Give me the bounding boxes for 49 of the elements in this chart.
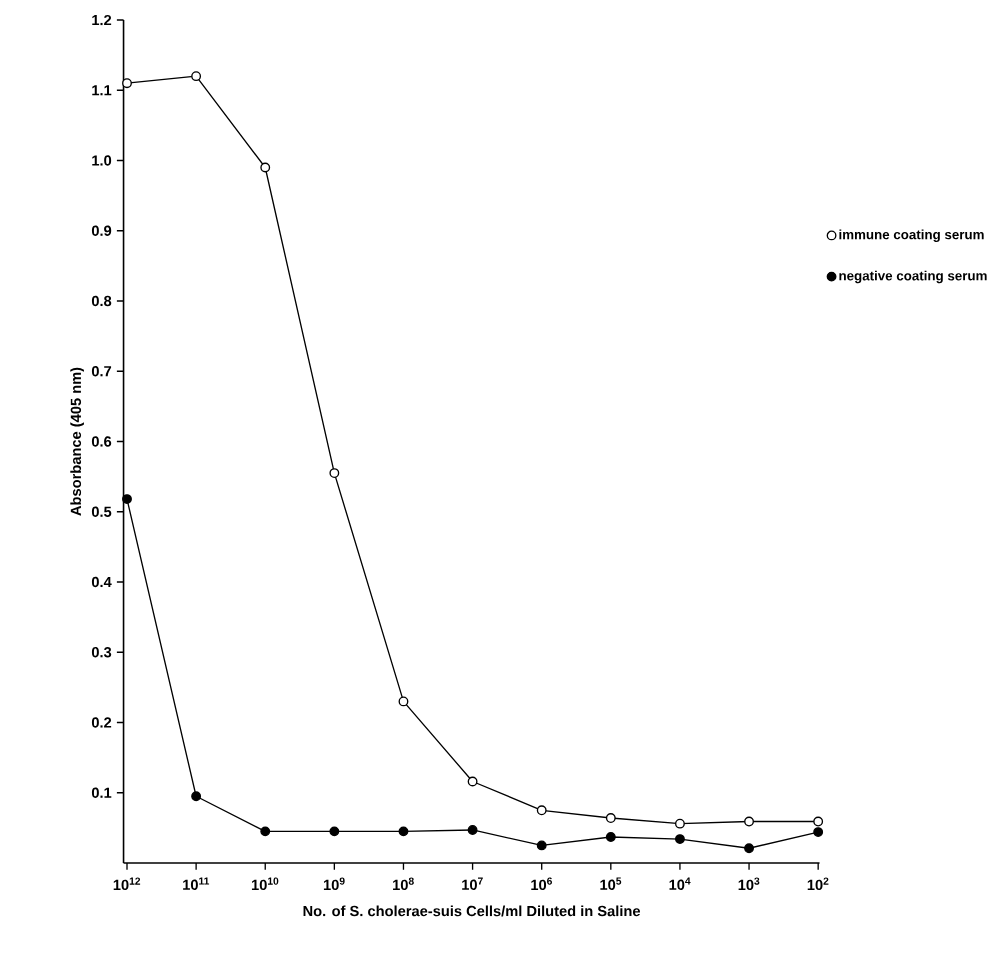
y-tick-label: 0.7 <box>91 366 112 377</box>
y-tick-label: 0.4 <box>91 576 112 588</box>
y-tick-label: 1.2 <box>92 14 112 26</box>
x-tick-label: 10$^{10}$ <box>251 877 279 891</box>
x-tick-label: 10$^{7}$ <box>462 877 483 890</box>
point <box>467 776 478 787</box>
x-tick-label: 10$^{6}$ <box>531 877 552 891</box>
x-axis-title: No. of S. cholerae-suis Cells/ml Diluted in Saline <box>303 905 641 917</box>
point <box>605 813 616 823</box>
point <box>398 826 409 837</box>
y-tick-label: 0.1 <box>91 787 112 798</box>
y-tick-label: 1.1 <box>92 85 112 96</box>
point <box>744 843 754 854</box>
x-tick-label: 10$^{5}$ <box>600 877 622 890</box>
point <box>329 826 340 837</box>
x-tick-label: 10$^{9}$ <box>323 877 345 891</box>
legend-label: immune coating serum <box>839 229 984 242</box>
x-tick-label: 10$^{12}$ <box>113 877 141 891</box>
y-tick-label: 0.3 <box>91 647 112 658</box>
y-tick-label: 1.0 <box>92 155 112 166</box>
point <box>813 816 824 827</box>
point <box>260 162 271 173</box>
point <box>675 834 685 845</box>
point <box>536 840 547 851</box>
y-tick-label: 0.2 <box>91 717 112 728</box>
y-tick-label: 0.5 <box>91 506 112 517</box>
point <box>122 78 132 89</box>
y-tick-label: 0.6 <box>91 436 112 447</box>
x-tick-label: 10$^{4}$ <box>669 877 691 890</box>
point <box>605 832 616 842</box>
point <box>744 816 754 827</box>
point <box>467 825 478 835</box>
x-tick-label: 10$^{3}$ <box>738 877 760 891</box>
x-tick-label: 10$^{8}$ <box>393 877 414 891</box>
y-axis-title: Absorbance (405 nm) <box>70 367 84 516</box>
y-tick-label: 0.8 <box>91 295 112 307</box>
point <box>675 818 685 829</box>
point <box>122 494 132 505</box>
point <box>260 826 271 837</box>
point <box>329 468 340 479</box>
legend-label: negative coating serum <box>839 270 987 284</box>
point <box>813 827 824 838</box>
x-tick-label: 10$^{2}$ <box>807 877 829 891</box>
point <box>191 791 202 802</box>
point <box>398 696 409 707</box>
point <box>191 71 202 82</box>
point <box>536 805 547 816</box>
y-tick-label: 0.9 <box>91 225 112 236</box>
x-tick-label: 10$^{11}$ <box>183 877 210 890</box>
